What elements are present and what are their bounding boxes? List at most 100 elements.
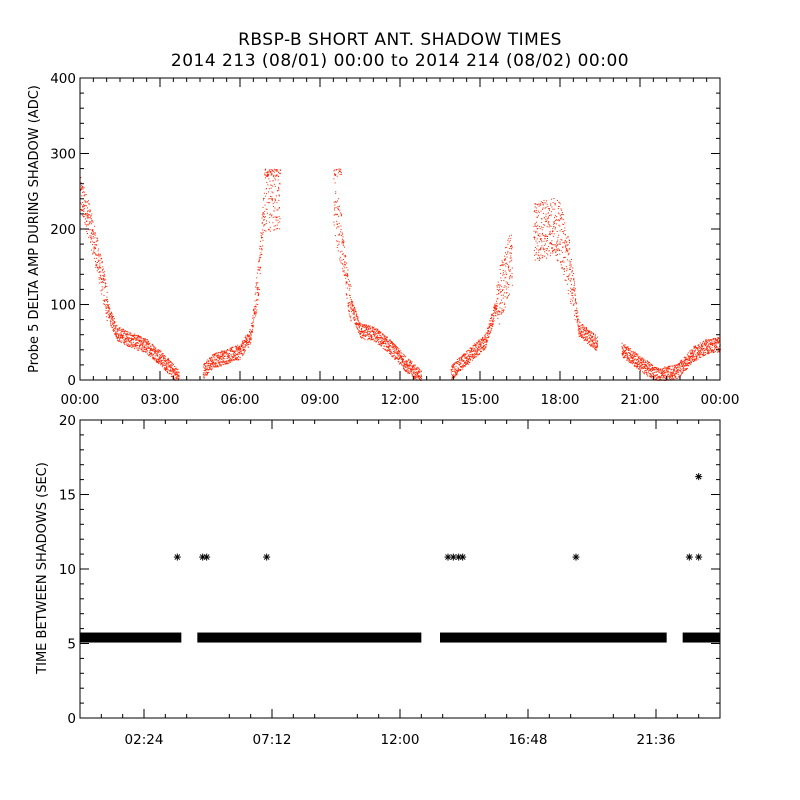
amplitude-point	[255, 305, 257, 307]
amplitude-point	[698, 351, 700, 353]
amplitude-point	[271, 200, 273, 202]
amplitude-point	[674, 365, 675, 367]
amplitude-point	[162, 364, 164, 366]
amplitude-point	[419, 375, 421, 377]
amplitude-point	[344, 246, 345, 248]
amplitude-point	[107, 299, 108, 300]
amplitude-point	[564, 239, 566, 241]
amplitude-point	[691, 356, 692, 357]
amplitude-point	[112, 317, 113, 319]
amplitude-point	[398, 358, 400, 360]
amplitude-point	[135, 338, 137, 340]
amplitude-point	[380, 336, 382, 338]
amplitude-point	[708, 339, 710, 341]
amplitude-point	[706, 342, 707, 344]
amplitude-point	[231, 357, 233, 359]
amplitude-point	[169, 366, 171, 368]
amplitude-point	[511, 267, 513, 269]
amplitude-point	[690, 361, 692, 363]
amplitude-point	[165, 361, 167, 362]
amplitude-point	[339, 205, 340, 207]
amplitude-point	[694, 347, 696, 349]
amplitude-point	[150, 354, 152, 356]
amplitude-point	[413, 370, 415, 372]
amplitude-point	[398, 348, 400, 350]
amplitude-point	[533, 226, 535, 227]
amplitude-point	[456, 371, 458, 373]
amplitude-point	[550, 215, 552, 217]
amplitude-point	[131, 342, 133, 344]
amplitude-point	[277, 228, 279, 229]
amplitude-point	[470, 358, 472, 360]
amplitude-point	[692, 358, 694, 360]
amplitude-point	[137, 339, 139, 341]
amplitude-point	[148, 354, 150, 356]
amplitude-point	[650, 364, 652, 366]
amplitude-point	[166, 368, 168, 370]
amplitude-point	[546, 235, 548, 237]
amplitude-point	[700, 352, 702, 354]
amplitude-point	[209, 360, 211, 362]
amplitude-point	[230, 355, 232, 357]
amplitude-point	[504, 296, 506, 298]
amplitude-point	[171, 375, 173, 377]
amplitude-point	[344, 261, 345, 263]
amplitude-point	[273, 170, 274, 172]
amplitude-point	[340, 228, 342, 230]
amplitude-point	[356, 326, 358, 328]
amplitude-point	[100, 258, 102, 260]
amplitude-point	[452, 374, 454, 376]
amplitude-point	[658, 369, 660, 371]
amplitude-point	[482, 340, 484, 342]
amplitude-point	[410, 363, 412, 364]
amplitude-point	[124, 338, 126, 339]
amplitude-point	[256, 284, 257, 286]
amplitude-point	[117, 330, 119, 331]
amplitude-point	[677, 377, 679, 379]
amplitude-point	[715, 338, 717, 340]
amplitude-point	[468, 359, 470, 360]
amplitude-point	[400, 351, 402, 353]
amplitude-point	[468, 354, 470, 356]
amplitude-point	[268, 173, 270, 175]
amplitude-point	[212, 354, 214, 356]
amplitude-point	[134, 335, 135, 336]
amplitude-point	[574, 281, 575, 283]
amplitude-point	[177, 368, 179, 370]
amplitude-point	[85, 225, 87, 227]
amplitude-point	[456, 359, 458, 360]
amplitude-point	[153, 348, 154, 350]
amplitude-point	[623, 352, 624, 354]
amplitude-point	[675, 366, 677, 368]
amplitude-point	[484, 341, 486, 343]
amplitude-point	[492, 324, 494, 325]
amplitude-point	[420, 376, 422, 378]
amplitude-point	[491, 314, 492, 316]
amplitude-point	[399, 358, 401, 359]
amplitude-point	[594, 338, 596, 340]
amplitude-point	[398, 353, 399, 354]
amplitude-point	[244, 340, 246, 342]
amplitude-point	[683, 360, 685, 362]
amplitude-point	[582, 324, 584, 326]
amplitude-point	[501, 312, 503, 314]
amplitude-point	[236, 347, 238, 349]
amplitude-point	[636, 359, 638, 361]
amplitude-point	[546, 219, 548, 221]
amplitude-point	[152, 345, 154, 347]
amplitude-point	[494, 303, 496, 305]
amplitude-point	[662, 377, 664, 379]
amplitude-point	[493, 307, 495, 309]
amplitude-point	[163, 364, 164, 366]
amplitude-point	[696, 352, 698, 354]
amplitude-point	[396, 351, 398, 353]
amplitude-point	[496, 294, 498, 295]
amplitude-point	[278, 195, 280, 197]
amplitude-point	[341, 233, 343, 235]
amplitude-point	[474, 348, 476, 350]
amplitude-point	[354, 309, 356, 311]
amplitude-point	[471, 350, 472, 352]
amplitude-point	[633, 353, 635, 355]
amplitude-point	[92, 237, 94, 239]
amplitude-point	[109, 314, 110, 316]
